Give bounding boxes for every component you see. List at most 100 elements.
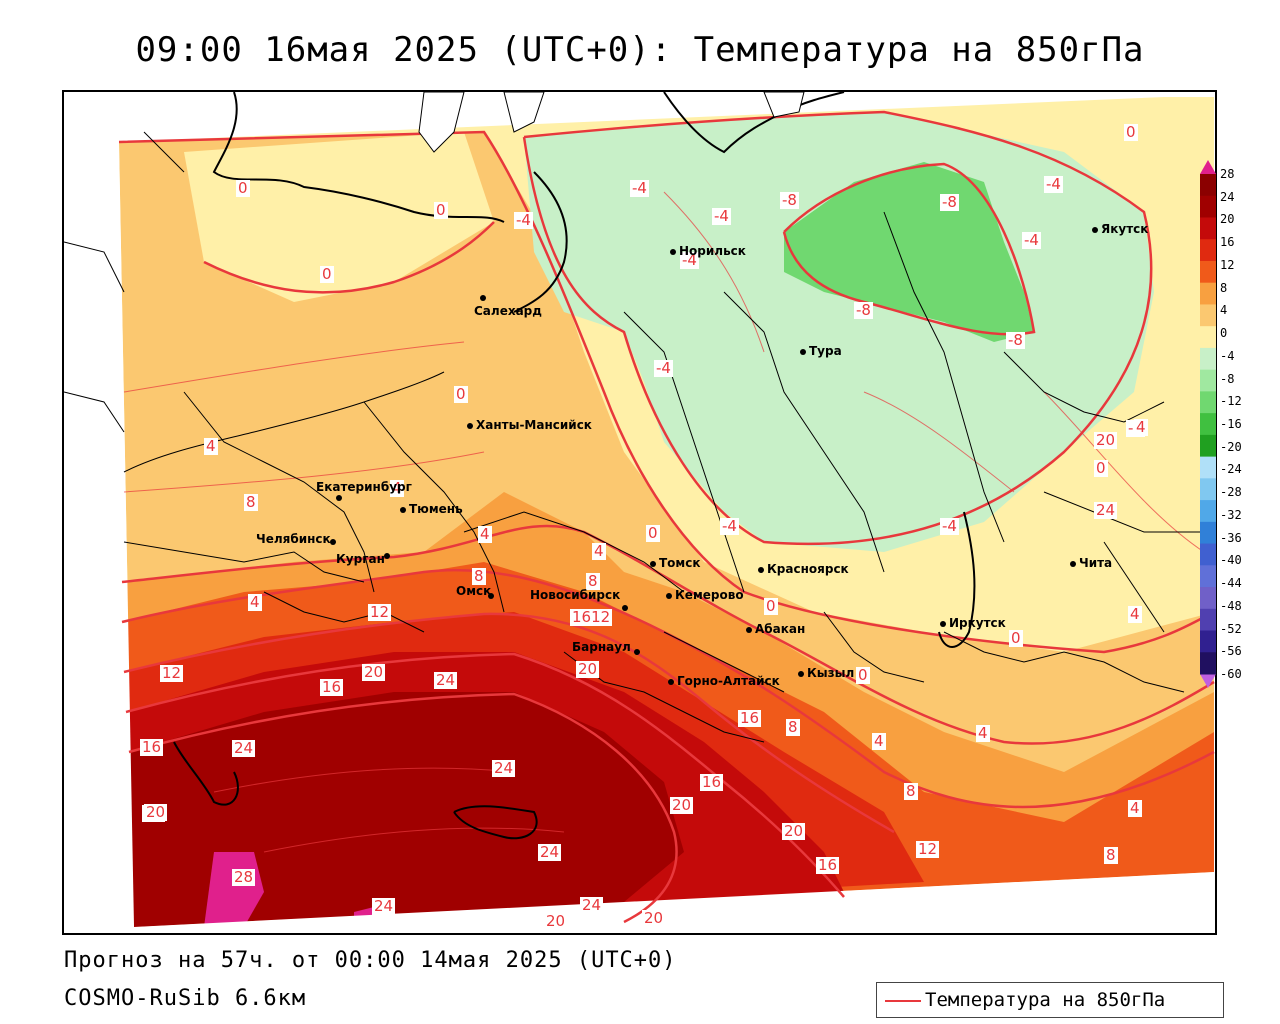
contour-label: 8 xyxy=(786,718,800,736)
contour-label: 24 xyxy=(434,671,458,689)
city-chelyabinsk-label: Челябинск xyxy=(256,532,331,546)
colorbar-tick-label: -44 xyxy=(1220,576,1242,591)
city-gorno-altaysk: Горно-Алтайск xyxy=(668,674,780,688)
colorbar-segment xyxy=(1200,500,1216,523)
colorbar-segment xyxy=(1200,413,1216,436)
colorbar-segment xyxy=(1200,174,1216,197)
city-norilsk: Норильск xyxy=(670,244,746,258)
city-khanty-mansiysk: Ханты-Мансийск xyxy=(467,418,592,432)
colorbar-segment xyxy=(1200,652,1216,675)
colorbar-segment xyxy=(1200,326,1216,349)
contour-label: -4 xyxy=(680,251,699,269)
city-tomsk: Томск xyxy=(650,556,701,570)
colorbar-segment xyxy=(1200,630,1216,653)
colorbar-tick-label: -24 xyxy=(1220,462,1242,477)
contour-label: 24 xyxy=(538,843,562,861)
contour-label: 4 xyxy=(1128,799,1142,817)
contour-label: 20 xyxy=(576,660,600,678)
colorbar-tick-label: -36 xyxy=(1220,530,1242,545)
zone-north-0 xyxy=(184,132,494,302)
forecast-caption: Прогноз на 57ч. от 00:00 14мая 2025 (UTC… xyxy=(64,948,677,973)
colorbar-segment xyxy=(1200,369,1216,392)
contour-label: 4 xyxy=(478,525,492,543)
colorbar-tick-label: 16 xyxy=(1220,235,1235,250)
coastline xyxy=(173,92,976,840)
contour-label: 20 xyxy=(782,822,806,840)
legend-line-swatch xyxy=(885,1000,921,1002)
city-omsk-label: Омск xyxy=(456,584,492,598)
contour-label: 16 xyxy=(320,678,344,696)
contour-label: 0 xyxy=(764,597,778,615)
contour-label: 0 xyxy=(1094,459,1108,477)
contour-label: 24 xyxy=(232,739,256,757)
contour-label: 24 xyxy=(492,759,516,777)
contour-label: 4 xyxy=(872,732,886,750)
contour-label: 20 xyxy=(1094,431,1118,449)
contour-label: 24 xyxy=(580,896,604,914)
colorbar-tick-label: -32 xyxy=(1220,507,1242,522)
contour-label: 0 xyxy=(1009,629,1023,647)
contour-label: -8 xyxy=(780,191,799,209)
city-tura: Тура xyxy=(800,344,842,358)
city-yekaterinburg xyxy=(336,490,345,504)
colorbar-segment xyxy=(1200,391,1216,414)
contour-label: 8 xyxy=(244,493,258,511)
contour-label: -8 xyxy=(940,193,959,211)
colorbar-tick-label: 0 xyxy=(1220,326,1228,341)
colorbar-segment xyxy=(1200,543,1216,566)
colorbar-tick-label: -12 xyxy=(1220,394,1242,409)
contour-label: 0 xyxy=(856,666,870,684)
contour-label: 20 xyxy=(642,909,666,927)
contour-label: 0 xyxy=(454,385,468,403)
map-title: 09:00 16мая 2025 (UTC+0): Температура на… xyxy=(135,30,1145,70)
colorbar-tick-label: -40 xyxy=(1220,553,1242,568)
colorbar-tick-label: -60 xyxy=(1220,667,1242,681)
colorbar-segment xyxy=(1200,587,1216,610)
colorbar-segment xyxy=(1200,217,1216,240)
colorbar-segment xyxy=(1200,434,1216,458)
contour-label: -8 xyxy=(854,301,873,319)
city-yekaterinburg-label: Екатеринбург xyxy=(316,480,412,494)
colorbar-segment xyxy=(1200,282,1216,305)
colorbar-tick-label: -48 xyxy=(1220,598,1242,613)
contour-label: 0 xyxy=(236,179,250,197)
city-kyzyl: Кызыл xyxy=(798,666,854,680)
legend: Температура на 850гПа xyxy=(876,982,1224,1018)
city-chelyabinsk xyxy=(330,534,339,548)
contour-label: 1612 xyxy=(570,608,613,626)
zone-24 xyxy=(129,692,684,927)
colorbar-segment xyxy=(1200,478,1216,501)
colorbar-tick-label: -8 xyxy=(1220,371,1235,386)
city-barnaul xyxy=(634,644,643,658)
contour-label: 28 xyxy=(232,868,256,886)
city-tyumen: Тюмень xyxy=(400,502,463,516)
map-canvas xyxy=(64,92,1215,933)
contour-label: 4 xyxy=(1134,418,1148,436)
colorbar-segment xyxy=(1200,195,1216,218)
contour-label: 0 xyxy=(646,524,660,542)
colorbar-segment xyxy=(1200,456,1216,479)
city-krasnoyarsk: Красноярск xyxy=(758,562,849,576)
admin-borders xyxy=(64,131,1204,743)
city-yakutsk: Якутск xyxy=(1092,222,1148,236)
colorbar-tick-label: -20 xyxy=(1220,439,1242,454)
contour-label: 4 xyxy=(592,542,606,560)
contour-label: 8 xyxy=(472,567,486,585)
contour-label: 12 xyxy=(368,603,392,621)
colorbar-tick-label: 24 xyxy=(1220,189,1235,204)
colorbar-segment xyxy=(1200,239,1216,262)
contour-label: 12 xyxy=(160,664,184,682)
colorbar-tick-label: 12 xyxy=(1220,257,1235,272)
city-omsk xyxy=(488,588,497,602)
contour-label: -4 xyxy=(1022,231,1041,249)
colorbar-tick-label: -52 xyxy=(1220,621,1242,636)
city-salekhard xyxy=(480,290,489,304)
contour-label: -8 xyxy=(1006,331,1025,349)
contour-label: 16 xyxy=(816,856,840,874)
colorbar-segment xyxy=(1200,608,1216,632)
contour-label: 8 xyxy=(586,572,600,590)
contour-label: 12 xyxy=(916,840,940,858)
colorbar-tick-label: 28 xyxy=(1220,167,1235,181)
contour-label: 20 xyxy=(544,912,568,930)
contour-label: 8 xyxy=(1104,846,1118,864)
